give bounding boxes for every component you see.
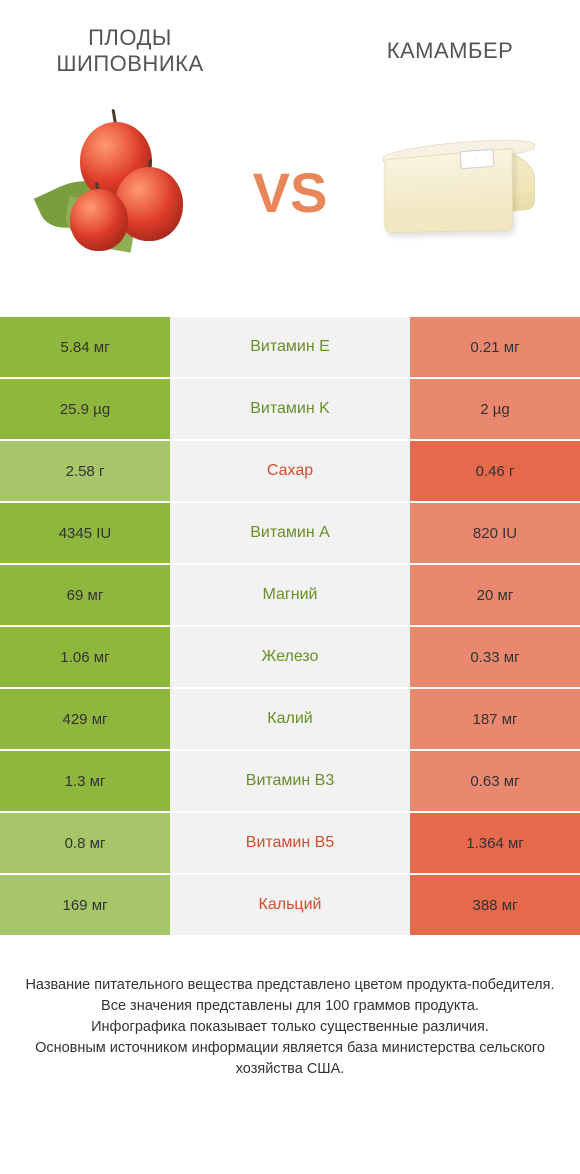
nutrient-label: Витамин K [170,379,410,439]
nutrient-label: Витамин B3 [170,751,410,811]
table-row: 0.8 мгВитамин B51.364 мг [0,813,580,873]
left-value: 169 мг [0,875,170,935]
right-value: 820 IU [410,503,580,563]
table-row: 4345 IUВитамин A820 IU [0,503,580,563]
nutrient-label: Кальций [170,875,410,935]
table-row: 1.06 мгЖелезо0.33 мг [0,627,580,687]
right-value: 2 µg [410,379,580,439]
camembert-icon: · [375,132,545,252]
right-value: 0.33 мг [410,627,580,687]
left-value: 2.58 г [0,441,170,501]
left-product-title: ПЛОДЫ ШИПОВНИКА [30,25,230,77]
nutrient-label: Сахар [170,441,410,501]
vs-label: VS [253,160,328,225]
nutrient-label: Магний [170,565,410,625]
comparison-table: 5.84 мгВитамин E0.21 мг25.9 µgВитамин K2… [0,317,580,935]
left-value: 25.9 µg [0,379,170,439]
right-product-image: · [370,107,550,277]
nutrient-label: Витамин E [170,317,410,377]
nutrient-label: Витамин B5 [170,813,410,873]
footer-line: Основным источником информации является … [25,1038,555,1080]
right-value: 388 мг [410,875,580,935]
table-row: 5.84 мгВитамин E0.21 мг [0,317,580,377]
header: ПЛОДЫ ШИПОВНИКА КАМАМБЕР [0,0,580,87]
left-product-image [30,107,210,277]
nutrient-label: Витамин A [170,503,410,563]
footer-line: Инфографика показывает только существенн… [25,1017,555,1038]
right-value: 0.46 г [410,441,580,501]
table-row: 2.58 гСахар0.46 г [0,441,580,501]
right-value: 1.364 мг [410,813,580,873]
left-value: 4345 IU [0,503,170,563]
table-row: 169 мгКальций388 мг [0,875,580,935]
left-value: 69 мг [0,565,170,625]
table-row: 429 мгКалий187 мг [0,689,580,749]
table-row: 69 мгМагний20 мг [0,565,580,625]
left-value: 0.8 мг [0,813,170,873]
images-row: VS · [0,87,580,317]
right-value: 20 мг [410,565,580,625]
right-product-title: КАМАМБЕР [350,38,550,64]
footer-notes: Название питательного вещества представл… [0,935,580,1110]
rosehip-icon [40,117,200,267]
nutrient-label: Калий [170,689,410,749]
table-row: 25.9 µgВитамин K2 µg [0,379,580,439]
footer-line: Название питательного вещества представл… [25,975,555,996]
left-value: 1.3 мг [0,751,170,811]
left-value: 429 мг [0,689,170,749]
right-value: 187 мг [410,689,580,749]
nutrient-label: Железо [170,627,410,687]
table-row: 1.3 мгВитамин B30.63 мг [0,751,580,811]
right-value: 0.21 мг [410,317,580,377]
footer-line: Все значения представлены для 100 граммо… [25,996,555,1017]
right-value: 0.63 мг [410,751,580,811]
left-value: 5.84 мг [0,317,170,377]
left-value: 1.06 мг [0,627,170,687]
